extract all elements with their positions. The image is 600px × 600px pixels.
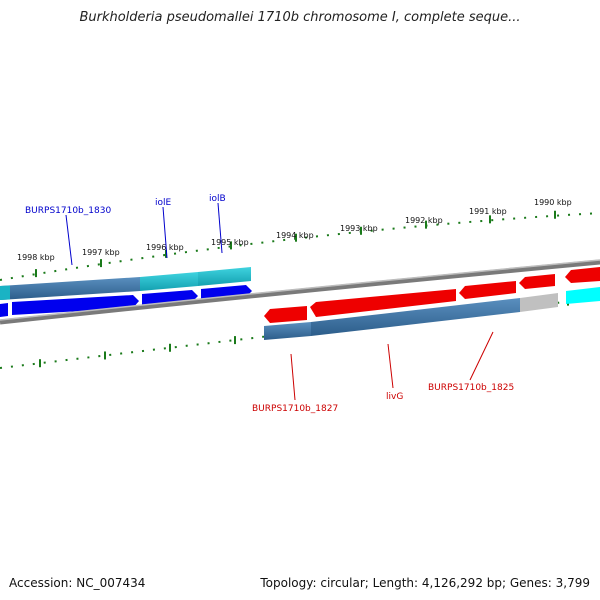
tick-label: 1994 kbp xyxy=(276,231,314,240)
tick-label: 1998 kbp xyxy=(17,253,55,262)
cds-arrow-1824[interactable] xyxy=(519,274,555,289)
gene-label-BURPS1710b_1827[interactable]: BURPS1710b_1827 xyxy=(252,404,338,414)
reverse-cds-arrows xyxy=(264,267,600,323)
gene-bar-iolB[interactable] xyxy=(198,267,251,286)
cds-arrow-1830[interactable] xyxy=(12,295,139,315)
cds-arrow-left-stub[interactable] xyxy=(0,303,8,317)
gene-bar-cyan-right[interactable] xyxy=(566,287,600,304)
gene-bar-grey[interactable] xyxy=(520,293,558,312)
tick-label: 1993 kbp xyxy=(340,224,378,233)
tick-labels: 1998 kbp 1997 kbp 1996 kbp 1995 kbp 1994 kbp… xyxy=(17,198,572,262)
backbone-arc xyxy=(0,259,600,325)
gene-label-BURPS1710b_1830[interactable]: BURPS1710b_1830 xyxy=(25,206,111,216)
forward-cds-arrows xyxy=(0,285,252,317)
forward-gene-bars xyxy=(0,267,251,300)
cds-arrow-1825[interactable] xyxy=(459,281,516,299)
map-title: Burkholderia pseudomallei 1710b chromoso… xyxy=(79,10,521,25)
reverse-label-leaders xyxy=(290,331,494,401)
gene-bar-1827[interactable] xyxy=(264,322,311,340)
tick-label: 1990 kbp xyxy=(534,198,572,207)
gene-bar-iolE[interactable] xyxy=(140,272,198,291)
topology-text: Topology: circular; Length: 4,126,292 bp… xyxy=(260,576,590,590)
cds-arrow-livG[interactable] xyxy=(310,289,456,317)
tick-label: 1991 kbp xyxy=(469,207,507,216)
gene-bar-1830[interactable] xyxy=(0,277,140,300)
cds-arrow-1827[interactable] xyxy=(264,306,307,323)
tick-label: 1995 kbp xyxy=(211,238,249,247)
gene-bar-cyan-left[interactable] xyxy=(0,285,10,301)
tick-label: 1997 kbp xyxy=(82,248,120,257)
reverse-gene-bars xyxy=(264,287,600,340)
gene-label-iolE[interactable]: iolE xyxy=(155,198,172,208)
tick-label: 1996 kbp xyxy=(146,243,184,252)
gene-label-livG[interactable]: livG xyxy=(386,392,403,402)
gene-label-iolB[interactable]: iolB xyxy=(209,194,226,204)
gene-bar-livG[interactable] xyxy=(311,298,520,336)
tick-label: 1992 kbp xyxy=(405,216,443,225)
forward-label-leaders xyxy=(65,202,223,266)
gene-label-BURPS1710b_1825[interactable]: BURPS1710b_1825 xyxy=(428,383,514,393)
cds-arrow-right-stub[interactable] xyxy=(565,267,600,283)
accession-text: Accession: NC_007434 xyxy=(9,576,146,590)
backbone-arc-highlight xyxy=(0,259,600,321)
